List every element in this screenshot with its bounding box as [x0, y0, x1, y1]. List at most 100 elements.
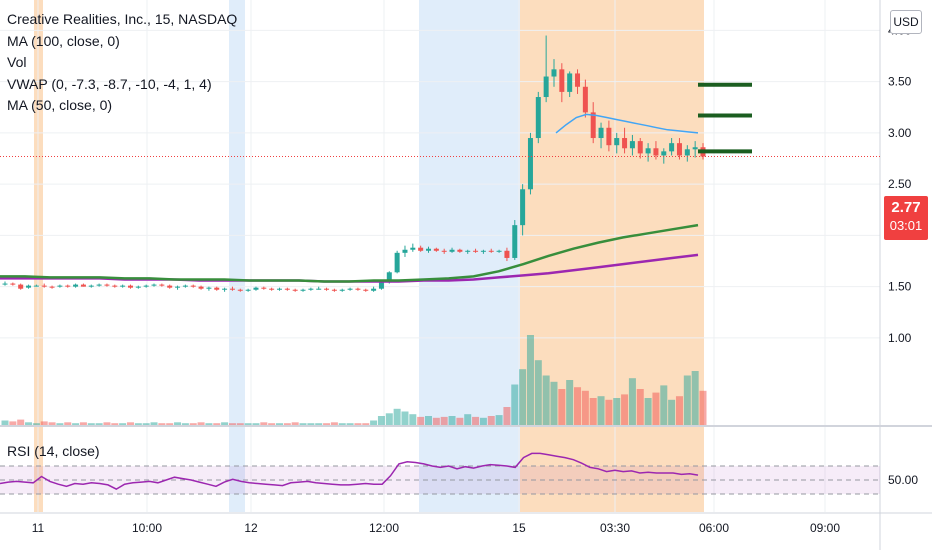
candle-body — [214, 287, 220, 290]
time-tick-label: 06:00 — [699, 521, 729, 535]
candle — [661, 148, 667, 164]
vwap-line — [555, 113, 699, 134]
candle — [449, 247, 455, 253]
volume-bar — [636, 389, 644, 425]
candle — [276, 287, 282, 291]
candle-body — [457, 249, 463, 252]
volume-bar — [370, 420, 378, 425]
volume-bar — [142, 423, 150, 425]
volume-bar — [409, 414, 417, 425]
volume-bar — [487, 416, 495, 425]
candle — [669, 138, 675, 156]
volume-bar — [244, 423, 252, 425]
candle — [371, 286, 377, 292]
volume-bar — [95, 423, 103, 425]
candle-body — [606, 127, 612, 146]
candle — [512, 220, 518, 260]
legend-vol[interactable]: Vol — [7, 54, 27, 71]
candle — [504, 247, 510, 262]
candle-body — [465, 250, 471, 252]
volume-bar — [150, 422, 158, 425]
volume-bar — [683, 375, 691, 425]
candle-body — [614, 138, 620, 146]
candle-body — [676, 143, 682, 156]
volume-bar — [330, 422, 338, 425]
candle — [190, 284, 196, 288]
candle — [245, 288, 251, 292]
candle — [182, 284, 188, 288]
candle-body — [441, 250, 447, 252]
volume-bar — [299, 423, 307, 425]
candle — [355, 287, 361, 291]
volume-bar — [589, 398, 597, 425]
candle-body — [198, 286, 204, 289]
candle — [614, 132, 620, 154]
candle-body — [229, 288, 235, 290]
chart-legend: Creative Realities, Inc., 15, NASDAQ MA … — [7, 9, 237, 117]
candle-body — [473, 250, 479, 252]
candle-body — [237, 289, 243, 291]
rsi-legend[interactable]: RSI (14, close) — [7, 443, 100, 459]
candle — [465, 249, 471, 254]
volume-bar — [197, 422, 205, 425]
candle-body — [331, 289, 337, 291]
volume-bar — [17, 419, 25, 425]
candle — [222, 287, 228, 292]
candle-body — [426, 248, 432, 251]
candle-body — [18, 284, 24, 289]
candle — [426, 246, 432, 253]
volume-bar — [597, 396, 605, 425]
candle — [520, 184, 526, 236]
volume-bar — [440, 416, 448, 425]
volume-bar — [675, 396, 683, 425]
volume-bar — [119, 423, 127, 425]
candle-body — [637, 141, 643, 154]
candle — [418, 245, 424, 252]
candle — [96, 283, 102, 287]
candle-body — [551, 69, 557, 77]
candle — [292, 288, 298, 292]
volume-bar — [519, 369, 527, 425]
candle — [473, 248, 479, 253]
candle-body — [512, 225, 518, 258]
candle-body — [151, 284, 157, 286]
volume-bar — [542, 375, 550, 425]
volume-bar — [166, 423, 174, 425]
candle — [331, 288, 337, 292]
volume-bar — [189, 423, 197, 425]
candle-body — [245, 289, 251, 291]
candle — [567, 71, 573, 98]
candle — [316, 286, 322, 290]
currency-button[interactable]: USD — [890, 10, 922, 34]
candle-body — [269, 288, 275, 290]
candle — [324, 287, 330, 291]
candle-body — [127, 285, 133, 288]
candle-body — [49, 286, 55, 288]
volume-bar — [511, 384, 519, 425]
candle-body — [347, 288, 353, 290]
candle-body — [57, 285, 63, 287]
volume-bar — [1, 420, 9, 425]
candle-body — [65, 285, 71, 287]
candle — [261, 286, 267, 290]
volume-bar — [613, 398, 621, 425]
candle-body — [653, 148, 659, 156]
volume-bar — [362, 423, 370, 425]
legend-title[interactable]: Creative Realities, Inc., 15, NASDAQ — [7, 11, 238, 27]
candle — [488, 248, 494, 253]
candle-body — [527, 138, 533, 190]
legend-vwap[interactable]: VWAP (0, -7.3, -8.7, -10, -4, 1, 4) — [7, 75, 212, 92]
candle — [253, 286, 259, 291]
legend-ma100[interactable]: MA (100, close, 0) — [7, 32, 120, 49]
candle-body — [355, 288, 361, 290]
candle — [496, 249, 502, 253]
candle — [582, 79, 588, 118]
candle-body — [567, 73, 573, 92]
candle — [135, 285, 141, 289]
legend-ma50[interactable]: MA (50, close, 0) — [7, 97, 113, 114]
candle — [622, 127, 628, 154]
candle — [629, 134, 635, 156]
volume-bar — [56, 423, 64, 425]
